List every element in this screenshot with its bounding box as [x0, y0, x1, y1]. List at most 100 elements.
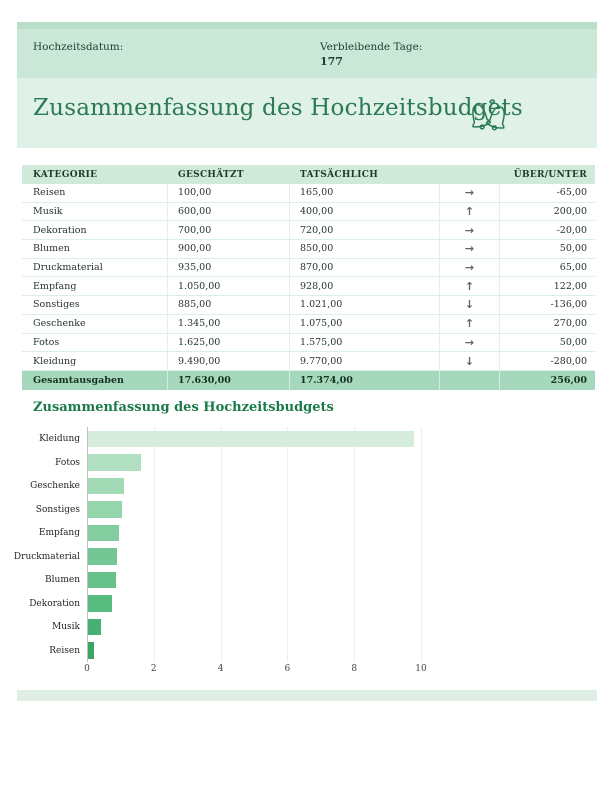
kategorie-cell[interactable]: Blumen — [22, 240, 168, 258]
column-header-ueber-unter[interactable]: ÜBER/UNTER — [513, 169, 587, 180]
y-axis-category-label: Druckmaterial — [13, 551, 80, 562]
ueber-unter-cell[interactable]: 270,00 — [553, 318, 587, 330]
trend-arrow-icon: → — [464, 186, 475, 200]
column-header-tatsaechlich[interactable]: TATSÄCHLICH — [300, 169, 379, 180]
chart-bar — [88, 595, 113, 612]
geschaetzt-cell[interactable]: 100,00 — [168, 184, 290, 202]
trend-cell[interactable]: ↑ — [440, 202, 500, 221]
chart-gridline — [421, 427, 422, 662]
kategorie-cell[interactable]: Kleidung — [22, 352, 168, 370]
table-row: Reisen 100,00 165,00 → -65,00 — [22, 184, 595, 203]
ueber-unter-cell[interactable]: -136,00 — [550, 299, 587, 311]
chart-bar — [88, 501, 123, 518]
trend-cell[interactable]: ↓ — [440, 296, 500, 314]
trend-arrow-icon: ↑ — [464, 279, 475, 293]
table-row: Blumen 900,00 850,00 → 50,00 — [22, 240, 595, 259]
wedding-bells-icon — [465, 96, 511, 142]
geschaetzt-cell[interactable]: 9.490,00 — [168, 352, 290, 370]
chart-title: Zusammenfassung des Hochzeitsbudgets — [33, 400, 334, 415]
kategorie-cell[interactable]: Fotos — [22, 333, 168, 352]
kategorie-cell[interactable]: Druckmaterial — [22, 258, 168, 277]
geschaetzt-cell[interactable]: 700,00 — [168, 221, 290, 240]
tatsaechlich-cell[interactable]: 9.770,00 — [290, 352, 440, 370]
budget-table: KATEGORIE GESCHÄTZT TATSÄCHLICH ÜBER/UNT… — [22, 165, 595, 390]
trend-cell[interactable]: → — [440, 333, 500, 352]
y-axis-category-label: Reisen — [49, 645, 80, 656]
kategorie-cell[interactable]: Reisen — [22, 184, 168, 202]
geschaetzt-cell[interactable]: 1.050,00 — [168, 277, 290, 296]
column-header-trend[interactable] — [440, 165, 500, 184]
y-axis-category-label: Musik — [52, 622, 80, 632]
geschaetzt-cell[interactable]: 1.345,00 — [168, 314, 290, 333]
trend-cell[interactable]: → — [440, 184, 500, 202]
total-ueber-unter-cell[interactable]: 256,00 — [550, 374, 587, 386]
header-band: Hochzeitsdatum: Verbleibende Tage: 177 — [17, 22, 597, 78]
chart-gridline — [153, 427, 155, 662]
kategorie-cell[interactable]: Geschenke — [22, 314, 168, 333]
tatsaechlich-cell[interactable]: 928,00 — [290, 277, 440, 296]
ueber-unter-cell[interactable]: 200,00 — [553, 206, 587, 218]
total-tatsaechlich-cell[interactable]: 17.374,00 — [290, 370, 440, 390]
trend-cell[interactable]: ↑ — [440, 314, 500, 333]
trend-cell[interactable]: ↑ — [440, 277, 500, 296]
title-band: Zusammenfassung des Hochzeitsbudgets — [17, 78, 597, 148]
page-title: Zusammenfassung des Hochzeitsbudgets — [33, 95, 523, 121]
trend-cell[interactable]: → — [440, 258, 500, 277]
tatsaechlich-cell[interactable]: 1.075,00 — [290, 314, 440, 333]
trend-arrow-icon: → — [464, 261, 475, 275]
kategorie-cell[interactable]: Empfang — [22, 277, 168, 296]
ueber-unter-cell[interactable]: -280,00 — [550, 355, 587, 367]
chart-gridline — [354, 427, 356, 662]
total-geschaetzt-cell[interactable]: 17.630,00 — [168, 370, 290, 390]
geschaetzt-cell[interactable]: 935,00 — [168, 258, 290, 277]
trend-arrow-icon: → — [464, 223, 475, 237]
column-header-geschaetzt[interactable]: GESCHÄTZT — [178, 169, 244, 180]
geschaetzt-cell[interactable]: 885,00 — [168, 296, 290, 314]
tatsaechlich-cell[interactable]: 1.575,00 — [290, 333, 440, 352]
kategorie-cell[interactable]: Musik — [22, 202, 168, 221]
days-remaining-value[interactable]: 177 — [320, 55, 343, 68]
trend-cell[interactable]: → — [440, 221, 500, 240]
tatsaechlich-cell[interactable]: 720,00 — [290, 221, 440, 240]
table-row: Sonstiges 885,00 1.021,00 ↓ -136,00 — [22, 296, 595, 315]
y-axis-category-label: Blumen — [45, 575, 80, 585]
geschaetzt-cell[interactable]: 600,00 — [168, 202, 290, 221]
tatsaechlich-cell[interactable]: 850,00 — [290, 240, 440, 258]
chart-bar — [88, 477, 124, 494]
header-band-accent — [17, 22, 597, 29]
chart-bar — [88, 524, 119, 541]
trend-cell[interactable]: → — [440, 240, 500, 258]
tatsaechlich-cell[interactable]: 400,00 — [290, 202, 440, 221]
x-axis-tick-label: 6 — [284, 664, 291, 674]
x-axis-tick-label: 8 — [351, 664, 358, 674]
y-axis-category-label: Kleidung — [39, 434, 80, 444]
geschaetzt-cell[interactable]: 900,00 — [168, 240, 290, 258]
geschaetzt-cell[interactable]: 1.625,00 — [168, 333, 290, 352]
chart-bar — [88, 618, 102, 635]
y-axis-category-label: Fotos — [55, 457, 80, 468]
total-label-cell[interactable]: Gesamtausgaben — [22, 370, 168, 390]
tatsaechlich-cell[interactable]: 165,00 — [290, 184, 440, 202]
ueber-unter-cell[interactable]: 65,00 — [559, 262, 587, 274]
y-axis-category-label: Dekoration — [29, 598, 80, 609]
table-row: Dekoration 700,00 720,00 → -20,00 — [22, 221, 595, 241]
budget-table-body: Reisen 100,00 165,00 → -65,00 Musik 600,… — [22, 184, 595, 371]
x-axis-tick-label: 0 — [84, 664, 90, 674]
footer-strip — [17, 690, 597, 701]
trend-arrow-icon: → — [464, 335, 475, 349]
ueber-unter-cell[interactable]: 50,00 — [559, 336, 587, 348]
ueber-unter-cell[interactable]: 50,00 — [559, 243, 587, 255]
budget-table-header-row: KATEGORIE GESCHÄTZT TATSÄCHLICH ÜBER/UNT… — [22, 165, 595, 184]
trend-cell[interactable]: ↓ — [440, 352, 500, 370]
tatsaechlich-cell[interactable]: 1.021,00 — [290, 296, 440, 314]
chart-bar — [88, 454, 141, 471]
kategorie-cell[interactable]: Sonstiges — [22, 296, 168, 314]
tatsaechlich-cell[interactable]: 870,00 — [290, 258, 440, 277]
ueber-unter-cell[interactable]: 122,00 — [553, 280, 587, 292]
ueber-unter-cell[interactable]: -65,00 — [556, 187, 587, 199]
table-row: Druckmaterial 935,00 870,00 → 65,00 — [22, 258, 595, 278]
x-axis-tick-label: 10 — [415, 664, 427, 674]
kategorie-cell[interactable]: Dekoration — [22, 221, 168, 240]
ueber-unter-cell[interactable]: -20,00 — [556, 224, 587, 236]
column-header-kategorie[interactable]: KATEGORIE — [33, 169, 98, 180]
